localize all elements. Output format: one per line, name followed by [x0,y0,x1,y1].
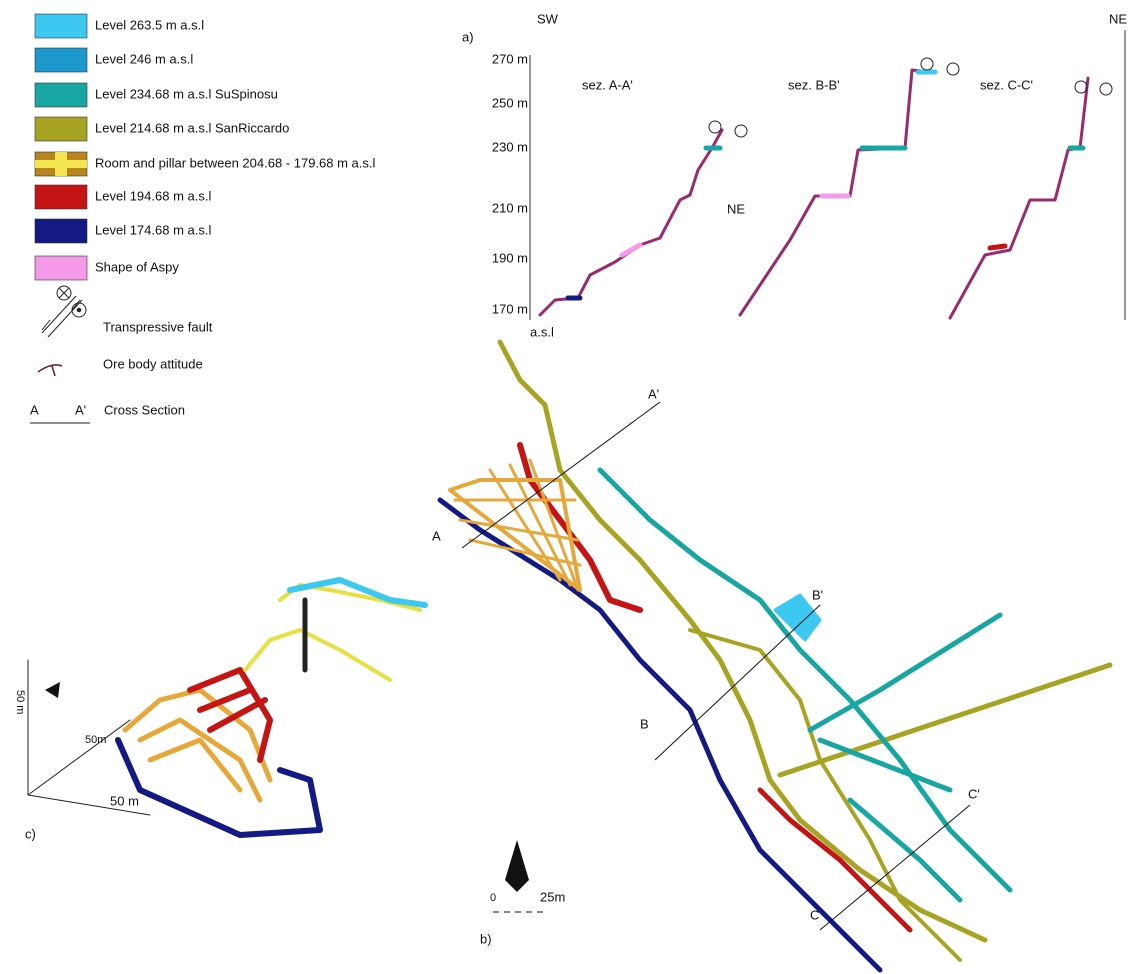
legend-label: Room and pillar between 204.68 - 179.68 … [95,155,376,170]
legend-label: Shape of Aspy [95,259,179,274]
legend-label: Level 246 m a.s.l [95,51,193,66]
legend-swatches [34,13,88,281]
north-arrow [505,840,529,892]
elevation: 270 m [492,51,528,66]
legend-label: Ore body attitude [103,356,203,371]
elevation-unit: a.s.l [530,324,554,339]
mine-map [437,339,1113,973]
legend-label: Cross Section [104,402,185,417]
section-title: sez. A-A' [582,77,633,92]
fault-symbol [30,285,90,424]
panel-label: b) [480,931,492,946]
direction: SW [537,11,559,26]
section-label: C' [968,786,980,801]
elevation: 190 m [492,250,528,265]
section-label: C [810,907,819,922]
section-label: B [640,716,649,731]
panel-label: a) [462,29,474,44]
section-label: A [432,528,441,543]
direction: NE [727,201,745,216]
elevation: 230 m [492,139,528,154]
section-title: sez. C-C' [980,77,1033,92]
section-label: A' [648,386,659,401]
scale-label: 0 [490,892,496,904]
axis-label: 50m [85,734,106,746]
legend-label: A [30,402,39,417]
section-title: sez. B-B' [788,77,840,92]
panel-label: c) [25,826,36,841]
elevation: 250 m [492,95,528,110]
legend-label: Level 174.68 m a.s.l [95,222,211,237]
legend-label: A' [75,402,86,417]
legend-label: Level 194.68 m a.s.l [95,188,211,203]
legend-label: Level 234.68 m a.s.l SuSpinosu [95,86,278,101]
elevation: 210 m [492,200,528,215]
section-label: B' [812,587,823,602]
block-model [27,577,428,838]
section-profiles [538,57,1113,320]
legend-label: Level 263.5 m a.s.l [95,17,204,32]
legend-label: Transpressive fault [103,319,213,334]
scale-label: 25m [540,889,565,904]
axis-label: 50 m [14,690,26,714]
axis-label: 50 m [110,793,139,808]
section-lines [461,401,971,931]
legend-label: Level 214.68 m a.s.l SanRiccardo [95,120,289,135]
elevation: 170 m [492,301,528,316]
direction: NE [1109,11,1127,26]
